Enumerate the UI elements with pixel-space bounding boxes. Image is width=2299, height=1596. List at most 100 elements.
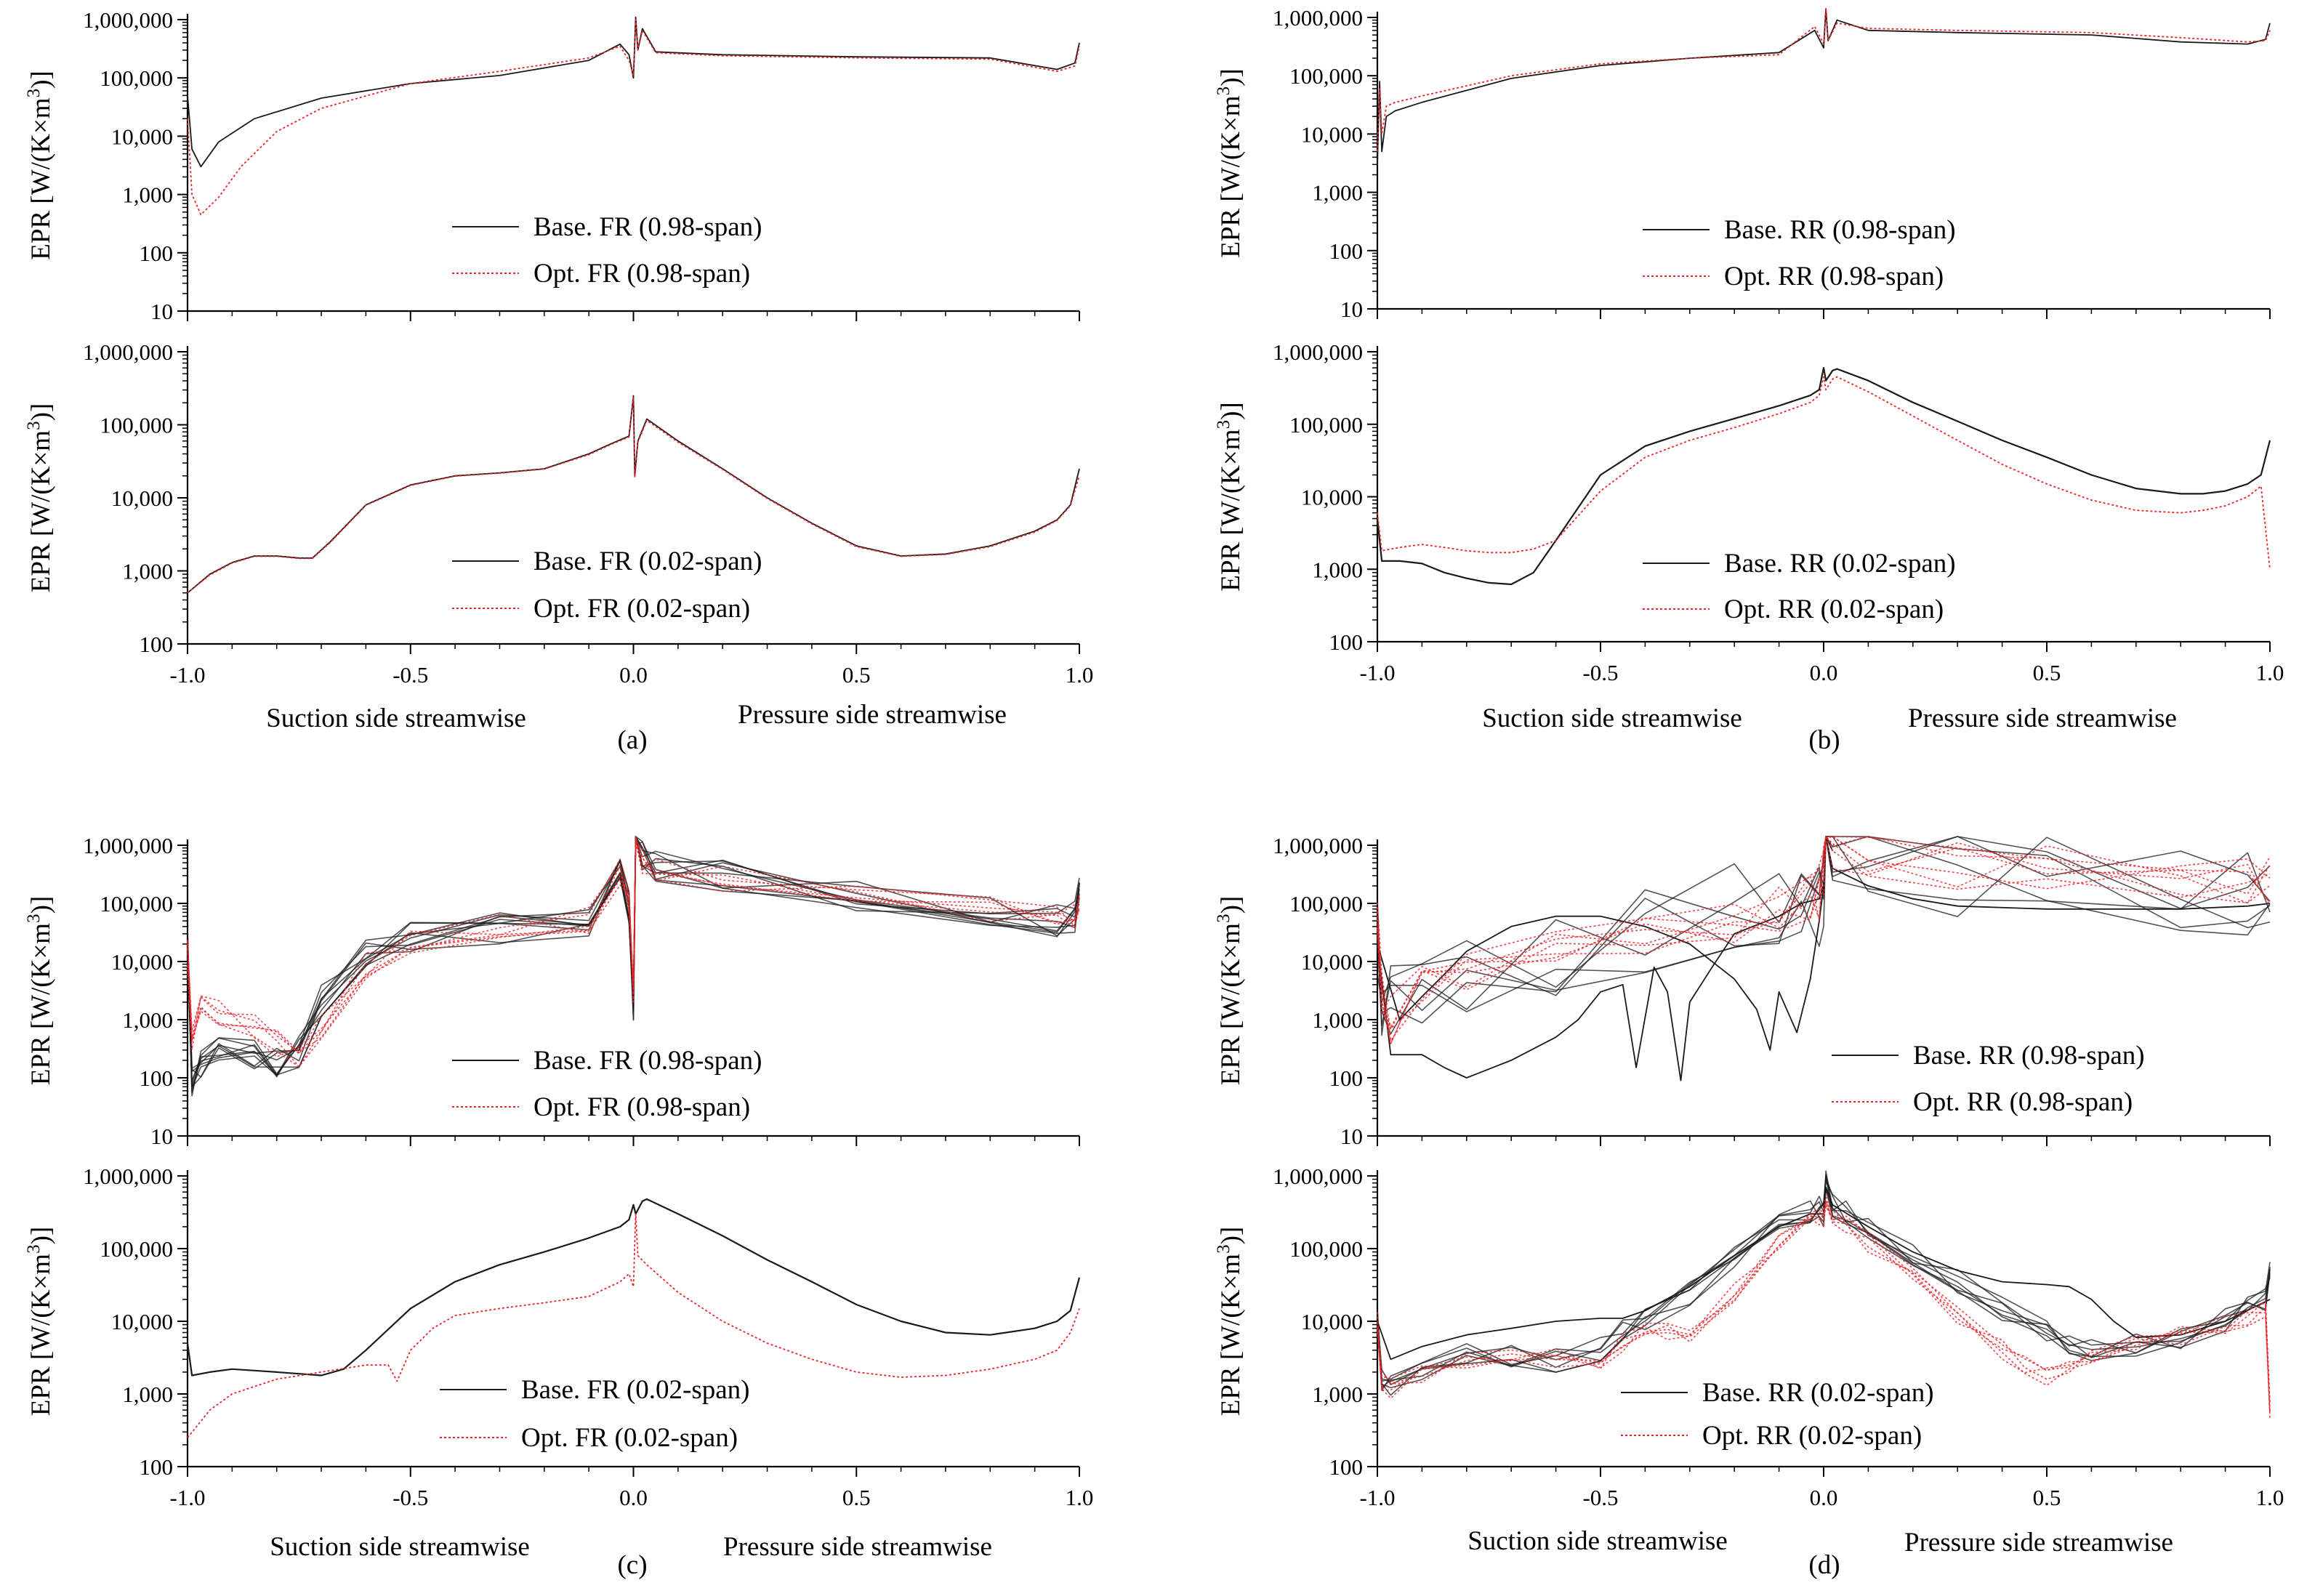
y-tick-label: 10,000	[111, 124, 173, 149]
series-base-line	[1377, 836, 2271, 1051]
series-base-line	[187, 836, 1080, 1073]
x-tick-label: 1.0	[1066, 1485, 1094, 1510]
y-axis-label-main: EPR [W/(K×m	[26, 97, 56, 260]
y-axis-label: EPR [W/(K×m3)]	[24, 403, 56, 592]
y-tick-label: 100,000	[100, 413, 173, 438]
y-tick-label: 1,000,000	[83, 833, 173, 858]
y-tick-label: 1,000	[122, 182, 173, 208]
y-axis-label: EPR [W/(K×m3)]	[1214, 402, 1246, 591]
y-axis-label-sup: 3	[24, 914, 44, 923]
series-opt-line	[1377, 836, 2271, 1041]
series-opt-line	[187, 1213, 1080, 1438]
y-tick-label: 1,000,000	[83, 1164, 173, 1189]
suction-side-label: Suction side streamwise	[1467, 1526, 1728, 1556]
pressure-side-label: Pressure side streamwise	[1904, 1528, 2173, 1557]
chart-b-bottom: 100 1,000 10,000 100,000 1,000,000 -1.0 -0.5 0.…	[1214, 339, 2284, 685]
series-base-line	[1377, 1177, 2271, 1386]
y-axis-label-main: EPR [W/(K×m	[1216, 923, 1246, 1086]
y-axis-label: EPR [W/(K×m3)]	[24, 1227, 56, 1416]
y-tick-label: 10,000	[1301, 1309, 1363, 1334]
y-axis-label-main: EPR [W/(K×m	[26, 1254, 56, 1416]
legend-base-label: Base. FR (0.02-span)	[521, 1375, 749, 1405]
y-tick-label: 1,000	[122, 559, 173, 584]
series-opt-line	[187, 841, 1080, 1068]
suction-side-label: Suction side streamwise	[270, 1532, 530, 1562]
x-tick-label: -1.0	[169, 662, 205, 688]
x-tick-label: -0.5	[1582, 1485, 1618, 1510]
y-axis-label: EPR [W/(K×m3)]	[24, 896, 56, 1085]
x-tick-label: -1.0	[1359, 660, 1395, 685]
y-tick-label: 100,000	[100, 891, 173, 916]
y-axis-label-sup: 3	[1214, 420, 1233, 430]
y-tick-label: 100	[140, 1454, 174, 1480]
legend-base-label: Base. RR (0.02-span)	[1702, 1378, 1934, 1408]
legend-opt-label: Opt. RR (0.02-span)	[1724, 595, 1944, 624]
pressure-side-label: Pressure side streamwise	[723, 1532, 992, 1562]
series-base-line	[1376, 367, 2271, 586]
series-base-line	[1377, 836, 2271, 1024]
legend-base-label: Base. RR (0.98-span)	[1913, 1041, 2145, 1071]
series-opt-line	[1377, 1202, 2271, 1415]
y-axis-label: EPR [W/(K×m3)]	[24, 70, 56, 259]
chart-c-top: 10 100 1,000 10,000 100,000 1,000,000 EPR [W/(…	[24, 833, 1080, 1149]
legend-opt-label: Opt. FR (0.02-span)	[521, 1423, 738, 1453]
y-tick-label: 100	[1329, 238, 1364, 264]
x-tick-label: 0.5	[2033, 660, 2061, 685]
x-tick-label: 0.0	[619, 1485, 648, 1510]
y-axis-label-sup: 3	[24, 421, 44, 430]
x-tick-label: 0.0	[1810, 1485, 1838, 1510]
y-axis-label-sup: 3	[24, 89, 44, 98]
y-tick-label: 1,000,000	[1273, 5, 1363, 31]
series-opt-line	[187, 19, 1080, 216]
y-axis-label: EPR [W/(K×m3)]	[1214, 896, 1246, 1085]
y-tick-label: 100,000	[1289, 63, 1363, 89]
series-base-line	[1377, 836, 2271, 1035]
legend-opt-label: Opt. RR (0.98-span)	[1913, 1087, 2133, 1117]
series-opt-line	[187, 842, 1080, 1052]
y-tick-label: 10	[150, 299, 173, 324]
x-tick-label: -0.5	[1582, 660, 1618, 685]
x-tick-label: 1.0	[2256, 660, 2284, 685]
y-axis-label-sup: 3	[1214, 1244, 1233, 1254]
y-axis-label-main: EPR [W/(K×m	[26, 430, 56, 593]
y-axis-label-end: )]	[26, 1227, 56, 1245]
series-opt-line	[187, 842, 1080, 1054]
series-base-line	[1377, 8, 2271, 165]
y-axis-label-end: )]	[1216, 1227, 1246, 1245]
pressure-side-label: Pressure side streamwise	[738, 700, 1007, 730]
x-tick-label: -1.0	[1359, 1485, 1395, 1510]
y-tick-label: 10,000	[111, 485, 173, 511]
x-tick-label: 0.5	[842, 1485, 871, 1510]
series-base-line	[187, 836, 1080, 1087]
y-tick-label: 100	[140, 632, 174, 657]
chart-b-top: 10 100 1,000 10,000 100,000 1,000,000 EPR [W/(…	[1214, 5, 2271, 322]
y-tick-label: 100,000	[1289, 891, 1363, 916]
x-tick-label: 1.0	[2256, 1485, 2284, 1510]
y-tick-label: 100,000	[100, 65, 173, 91]
series-opt-line	[1377, 8, 2271, 152]
legend-base-label: Base. FR (0.98-span)	[534, 212, 762, 242]
series-base-line	[1377, 836, 2271, 1026]
y-axis-label: EPR [W/(K×m3)]	[1214, 68, 1246, 257]
y-tick-label: 1,000	[122, 1382, 173, 1407]
y-axis-label-main: EPR [W/(K×m	[1216, 1254, 1246, 1416]
y-tick-label: 10,000	[1301, 485, 1363, 510]
y-axis-label-sup: 3	[24, 1244, 44, 1254]
x-tick-label: 0.5	[842, 662, 871, 688]
series-base-line	[187, 16, 1080, 168]
legend-base-label: Base. RR (0.98-span)	[1724, 215, 1956, 245]
y-tick-label: 1,000	[1312, 1007, 1363, 1033]
suction-side-label: Suction side streamwise	[1482, 704, 1742, 733]
series-opt-line	[1377, 836, 2271, 1015]
series-opt-line	[1377, 836, 2271, 1030]
panel-label: (b)	[1808, 725, 1840, 755]
x-tick-label: 0.0	[1810, 660, 1838, 685]
y-tick-label: 1,000	[1312, 1382, 1363, 1407]
y-tick-label: 1,000,000	[1273, 833, 1363, 858]
y-tick-label: 1,000,000	[1273, 1164, 1363, 1189]
y-axis-label-main: EPR [W/(K×m	[1216, 429, 1246, 592]
y-tick-label: 100	[1329, 1454, 1364, 1480]
y-axis-label-sup: 3	[1214, 914, 1233, 923]
y-axis-label-main: EPR [W/(K×m	[26, 923, 56, 1086]
x-tick-label: -0.5	[392, 662, 428, 688]
